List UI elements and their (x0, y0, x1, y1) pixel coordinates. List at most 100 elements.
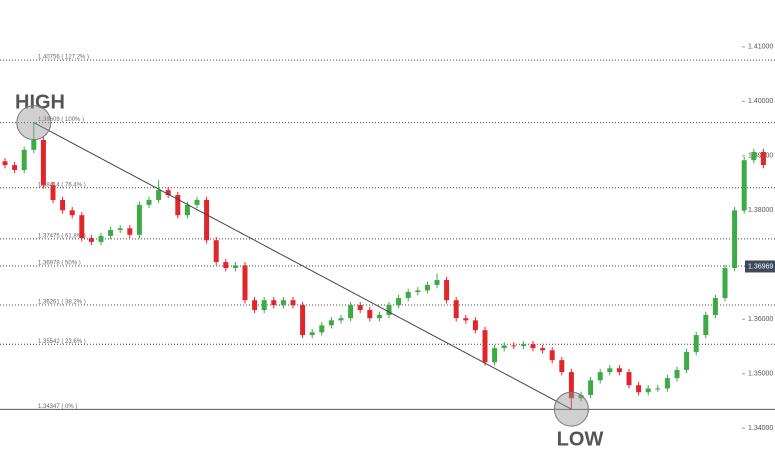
candle-body (376, 314, 382, 319)
high-label: HIGH (15, 91, 65, 113)
y-tick-label: 1.40000 (748, 98, 773, 105)
candle-body (12, 165, 18, 170)
candle-body (60, 199, 66, 211)
y-tick-label: 1.39000 (748, 153, 773, 160)
candle-body (626, 372, 632, 386)
candle-body (549, 350, 555, 361)
candle-body (645, 388, 651, 393)
candle-body (597, 372, 603, 381)
candle-body (175, 195, 181, 216)
fib-label: 1.38414 ( 76.4% ) (38, 182, 86, 188)
candle-body (664, 378, 670, 389)
y-tick-label: 1.35000 (748, 371, 773, 378)
fib-label: 1.36978 ( 50% ) (38, 261, 81, 267)
fib-label: 1.37475 ( 61.8% ) (38, 233, 86, 239)
candle-body (655, 388, 661, 390)
candle-body (636, 385, 642, 393)
candle-body (674, 369, 680, 379)
candle-body (434, 280, 440, 285)
candle-body (703, 314, 709, 336)
candle-body (520, 344, 526, 346)
candle-body (2, 161, 8, 166)
candle-body (396, 298, 402, 306)
candle-body (348, 305, 354, 319)
candle-body (540, 348, 546, 351)
candle-body (760, 152, 766, 166)
candle-body (751, 152, 757, 161)
candle-body (223, 262, 229, 269)
candle-body (463, 318, 469, 321)
candle-body (722, 268, 728, 299)
candle-body (31, 140, 37, 150)
candle-body (261, 300, 267, 310)
candle-body (492, 348, 498, 363)
candle-body (136, 204, 142, 235)
candle-body (732, 210, 738, 269)
candle-body (741, 160, 747, 211)
candle-body (367, 309, 373, 319)
fib-label: 1.36261 ( 38.2% ) (38, 300, 86, 306)
candle-body (386, 305, 392, 315)
y-tick-label: 1.34000 (748, 425, 773, 432)
fib-label: 1.35542 ( 23.6% ) (38, 339, 86, 345)
candle-body (156, 190, 162, 200)
candle-body (194, 199, 200, 205)
candle-body (415, 290, 421, 293)
y-tick-label: 1.41000 (748, 44, 773, 51)
y-tick-label: 1.38000 (748, 207, 773, 214)
y-tick-label: 1.36000 (748, 316, 773, 323)
candle-body (328, 320, 334, 326)
candle-body (146, 199, 152, 205)
candle-body (357, 305, 363, 310)
candle-body (482, 330, 488, 363)
candle-body (117, 228, 123, 230)
last-price-box (745, 260, 775, 273)
candle-body (684, 351, 690, 370)
fib-label: 1.34347 ( 0% ) (38, 404, 77, 410)
candle-body (127, 228, 133, 235)
candle-body (530, 344, 536, 349)
candle-body (242, 265, 248, 301)
candle-body (21, 149, 27, 170)
candle-body (88, 238, 94, 242)
candle-body (252, 300, 258, 310)
candle-body (501, 345, 507, 349)
candle-body (213, 240, 219, 263)
candle-body (108, 229, 114, 236)
candle-body (607, 368, 613, 373)
low-label: LOW (557, 428, 604, 450)
candle-body (300, 305, 306, 336)
last-price-label: 1.36969 (748, 263, 773, 270)
candle-body (280, 300, 286, 306)
candle-body (588, 380, 594, 395)
candle-body (69, 210, 75, 216)
candle-body (712, 298, 718, 315)
candle-body (232, 265, 238, 269)
candle-body (290, 300, 296, 306)
candle-body (184, 204, 190, 216)
high-marker (16, 105, 52, 141)
fib-label: 1.39609 ( 100% ) (38, 117, 84, 123)
low-marker (553, 391, 589, 427)
candle-body (204, 199, 210, 241)
candle-body (511, 345, 517, 347)
candle-body (444, 280, 450, 301)
candle-body (98, 235, 104, 242)
candle-body (559, 360, 565, 373)
candle-body (40, 140, 46, 186)
candle-body (693, 335, 699, 352)
candle-body (338, 318, 344, 321)
candle-body (271, 300, 277, 306)
fib-label: 1.40756 ( 127.2% ) (38, 55, 89, 61)
candle-body (319, 325, 325, 333)
candle-body (165, 190, 171, 196)
candle-body (424, 284, 430, 291)
candle-body (578, 394, 584, 399)
candle-body (309, 332, 315, 336)
candle-body (405, 292, 411, 299)
candle-body (472, 320, 478, 331)
candle-body (453, 300, 459, 319)
candle-body (568, 372, 574, 399)
trend-line (33, 122, 572, 410)
